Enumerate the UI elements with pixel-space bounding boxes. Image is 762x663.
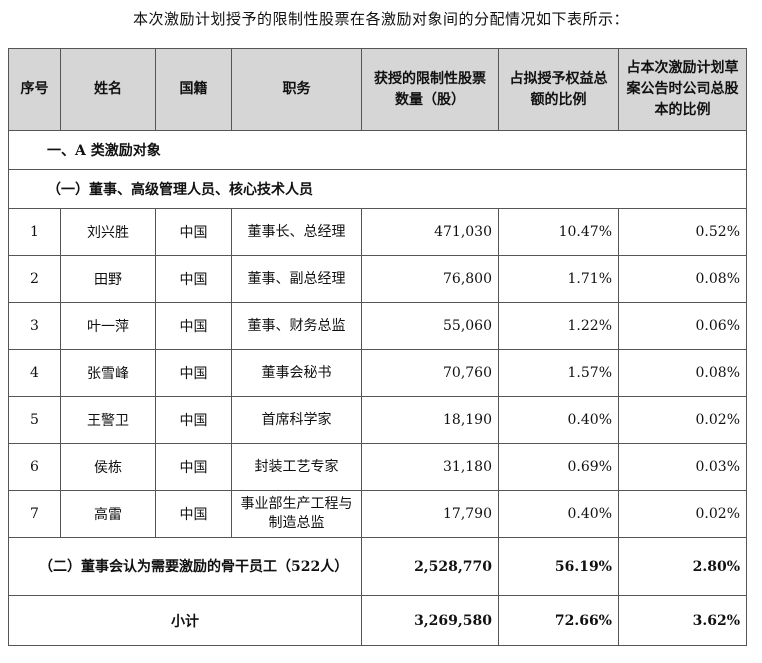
table-row: 2 田野 中国 董事、副总经理 76,800 1.71% 0.08%: [8, 255, 747, 303]
cell-nationality: 中国: [155, 208, 232, 256]
cell-nationality: 中国: [155, 490, 232, 538]
cell-name: 刘兴胜: [60, 208, 156, 256]
cell-shares: 17,790: [361, 490, 499, 538]
group2-row: （二）董事会认为需要激励的骨干员工（522人） 2,528,770 56.19%…: [8, 537, 747, 596]
cell-position: 董事、财务总监: [231, 302, 362, 350]
header-no: 序号: [8, 48, 61, 131]
table-row: 4 张雪峰 中国 董事会秘书 70,760 1.57% 0.08%: [8, 349, 747, 397]
group2-shares: 2,528,770: [361, 537, 499, 596]
cell-shares: 55,060: [361, 302, 499, 350]
cell-ratio-total: 0.02%: [618, 396, 747, 444]
header-name: 姓名: [60, 48, 156, 131]
cell-no: 6: [8, 443, 61, 491]
cell-position: 董事长、总经理: [231, 208, 362, 256]
header-ratio-total: 占本次激励计划草案公告时公司总股本的比例: [618, 48, 747, 131]
cell-ratio-total: 0.03%: [618, 443, 747, 491]
section-a-label: 一、A 类激励对象: [8, 130, 747, 170]
cell-nationality: 中国: [155, 396, 232, 444]
table-row: 3 叶一萍 中国 董事、财务总监 55,060 1.22% 0.06%: [8, 302, 747, 350]
table-row: 1 刘兴胜 中国 董事长、总经理 471,030 10.47% 0.52%: [8, 208, 747, 256]
header-position: 职务: [231, 48, 362, 131]
cell-no: 3: [8, 302, 61, 350]
cell-ratio-grant: 0.40%: [498, 396, 619, 444]
cell-ratio-grant: 0.40%: [498, 490, 619, 538]
table-row: 6 侯栋 中国 封装工艺专家 31,180 0.69% 0.03%: [8, 443, 747, 491]
table-row: 5 王警卫 中国 首席科学家 18,190 0.40% 0.02%: [8, 396, 747, 444]
cell-no: 5: [8, 396, 61, 444]
group2-label: （二）董事会认为需要激励的骨干员工（522人）: [8, 537, 362, 596]
group2-ratio-total: 2.80%: [618, 537, 747, 596]
cell-name: 王警卫: [60, 396, 156, 444]
cell-position: 事业部生产工程与制造总监: [231, 490, 362, 538]
cell-shares: 471,030: [361, 208, 499, 256]
cell-ratio-grant: 0.69%: [498, 443, 619, 491]
cell-name: 高雷: [60, 490, 156, 538]
subtotal-ratio-grant: 72.66%: [498, 595, 619, 646]
cell-name: 张雪峰: [60, 349, 156, 397]
table-header-row: 序号 姓名 国籍 职务 获授的限制性股票数量（股） 占拟授予权益总额的比例 占本…: [8, 48, 747, 131]
cell-position: 董事、副总经理: [231, 255, 362, 303]
cell-no: 2: [8, 255, 61, 303]
table-intro: 本次激励计划授予的限制性股票在各激励对象间的分配情况如下表所示：: [132, 10, 629, 28]
cell-ratio-grant: 1.71%: [498, 255, 619, 303]
cell-ratio-total: 0.52%: [618, 208, 747, 256]
allocation-table: 序号 姓名 国籍 职务 获授的限制性股票数量（股） 占拟授予权益总额的比例 占本…: [8, 48, 747, 646]
group2-ratio-grant: 56.19%: [498, 537, 619, 596]
header-nationality: 国籍: [155, 48, 232, 131]
cell-no: 1: [8, 208, 61, 256]
cell-name: 侯栋: [60, 443, 156, 491]
cell-name: 田野: [60, 255, 156, 303]
section-a-row: 一、A 类激励对象: [8, 130, 747, 170]
cell-no: 7: [8, 490, 61, 538]
cell-ratio-grant: 1.57%: [498, 349, 619, 397]
cell-nationality: 中国: [155, 302, 232, 350]
cell-nationality: 中国: [155, 349, 232, 397]
cell-ratio-total: 0.08%: [618, 349, 747, 397]
cell-ratio-grant: 10.47%: [498, 208, 619, 256]
cell-ratio-grant: 1.22%: [498, 302, 619, 350]
subtotal-row: 小计 3,269,580 72.66% 3.62%: [8, 595, 747, 646]
cell-ratio-total: 0.08%: [618, 255, 747, 303]
cell-position: 董事会秘书: [231, 349, 362, 397]
cell-name: 叶一萍: [60, 302, 156, 350]
subtotal-shares: 3,269,580: [361, 595, 499, 646]
cell-nationality: 中国: [155, 255, 232, 303]
subtotal-ratio-total: 3.62%: [618, 595, 747, 646]
cell-position: 首席科学家: [231, 396, 362, 444]
subsection-1-label: （一）董事、高级管理人员、核心技术人员: [8, 169, 747, 209]
cell-shares: 76,800: [361, 255, 499, 303]
subtotal-label: 小计: [8, 595, 362, 646]
cell-shares: 31,180: [361, 443, 499, 491]
cell-shares: 70,760: [361, 349, 499, 397]
subsection-1-row: （一）董事、高级管理人员、核心技术人员: [8, 169, 747, 209]
cell-position: 封装工艺专家: [231, 443, 362, 491]
cell-ratio-total: 0.02%: [618, 490, 747, 538]
cell-shares: 18,190: [361, 396, 499, 444]
cell-nationality: 中国: [155, 443, 232, 491]
header-shares: 获授的限制性股票数量（股）: [361, 48, 499, 131]
header-ratio-grant: 占拟授予权益总额的比例: [498, 48, 619, 131]
cell-ratio-total: 0.06%: [618, 302, 747, 350]
cell-no: 4: [8, 349, 61, 397]
table-row: 7 高雷 中国 事业部生产工程与制造总监 17,790 0.40% 0.02%: [8, 490, 747, 538]
